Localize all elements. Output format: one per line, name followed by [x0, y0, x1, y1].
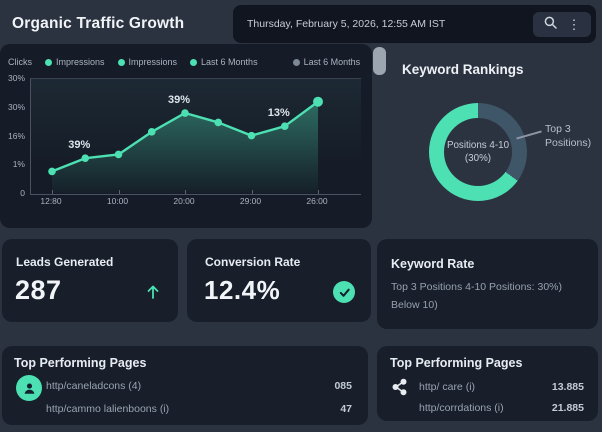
check-icon — [333, 281, 355, 303]
y-axis-tick: 16% — [7, 130, 25, 141]
x-axis-tick: 29:00 — [239, 196, 262, 206]
leads-label: Leads Generated — [16, 255, 114, 269]
legend-dot-icon — [117, 58, 125, 66]
x-axis-tick: 12:80 — [40, 196, 62, 206]
traffic-chart-card: Clicks Impressions Impressions Last 6 Month… — [0, 44, 372, 228]
legend-label: Impressions — [56, 57, 105, 67]
x-axis-tickmark — [251, 190, 253, 194]
kebab-menu-icon[interactable]: ⋮ — [567, 17, 581, 32]
data-point — [247, 131, 256, 140]
data-point — [181, 109, 189, 117]
keyword-rate-line1: Top 3 Positions 4-10 Positions: 30%) — [391, 281, 563, 293]
page-title: Organic Traffic Growth — [12, 15, 185, 32]
trend-up-icon — [145, 283, 161, 305]
line-chart-plot: 39% 39% 13% — [30, 78, 361, 195]
legend-dot-icon — [190, 58, 198, 66]
header-actions: ⋮ — [533, 12, 591, 37]
cluster-icon — [390, 377, 409, 402]
y-axis-tick: 1% — [12, 159, 25, 170]
top-pages-right-title: Top Performing Pages — [390, 356, 523, 370]
page-metric: 47 — [340, 403, 352, 415]
donut-center-label: Positions 4-10 (30%) — [446, 140, 510, 164]
legend-dot-icon — [45, 58, 52, 66]
keyword-rankings-donut-chart — [429, 103, 527, 201]
conversion-value: 12.4% — [204, 275, 281, 305]
x-axis-tickmark — [185, 190, 186, 194]
conversion-label: Conversion Rate — [205, 255, 301, 269]
scrollbar-thumb[interactable] — [373, 47, 386, 75]
page-metric: 21.885 — [551, 402, 584, 414]
keyword-rate-line2: Below 10) — [391, 299, 438, 311]
legend-label: Last 6 Months — [303, 57, 361, 67]
data-point — [214, 118, 223, 127]
data-label: 39% — [68, 139, 90, 151]
data-point — [147, 128, 156, 136]
header-bar: Thursday, February 5, 2026, 12:55 AM IST… — [233, 5, 596, 43]
data-point — [280, 122, 289, 130]
legend-label: Last 6 Months — [201, 57, 258, 67]
y-axis-tick: 30% — [7, 73, 25, 83]
conversion-rate-card: Conversion Rate 12.4% — [187, 239, 371, 322]
top-pages-card-left: Top Performing Pages http/caneladcons (4… — [2, 346, 368, 425]
page-link[interactable]: http/cammo lalienboons (i) — [46, 403, 170, 415]
leads-value: 287 — [15, 275, 62, 305]
page-metric: 085 — [334, 380, 352, 392]
x-axis-tick: 20:00 — [173, 196, 195, 206]
x-axis: 12:80 10:00 20:00 29:00 26:00 — [30, 196, 360, 210]
data-point — [114, 150, 123, 159]
keyword-rate-title: Keyword Rate — [391, 257, 475, 271]
keyword-rankings-title: Keyword Rankings — [402, 62, 524, 77]
top-pages-card-right: Top Performing Pages http/ care (i) 13.8… — [377, 346, 598, 421]
x-axis-tick: 10:00 — [106, 196, 129, 206]
x-axis-tickmark — [52, 190, 53, 194]
search-icon[interactable] — [544, 16, 557, 34]
user-avatar-icon — [16, 375, 42, 401]
page-link[interactable]: http/ care (i) — [419, 381, 476, 393]
data-label: 39% — [168, 94, 190, 106]
traffic-line-chart: 39% 39% 13% — [48, 94, 323, 193]
legend-label: Clicks — [8, 57, 32, 67]
data-point — [48, 167, 56, 176]
chart-legend: Clicks Impressions Impressions Last 6 Month… — [8, 57, 360, 67]
page-link[interactable]: http/caneladcons (4) — [46, 380, 142, 392]
donut-callout-label: Top 3 Positions) — [545, 123, 592, 149]
y-axis: 30% 30% 16% 1% 0 — [2, 73, 27, 198]
keyword-rate-card: Keyword Rate Top 3 Positions 4-10 Positi… — [377, 239, 598, 329]
legend-item[interactable]: Last 6 Months — [292, 57, 361, 67]
leads-generated-card: Leads Generated 287 — [2, 239, 178, 322]
legend-dot-icon — [292, 58, 300, 66]
y-axis-tick: 0 — [20, 188, 25, 198]
page-metric: 13.885 — [551, 381, 584, 393]
data-point — [81, 154, 90, 163]
x-axis-tickmark — [318, 190, 319, 194]
data-point — [313, 96, 323, 107]
legend-item[interactable]: Impressions — [45, 57, 105, 67]
data-label: 13% — [268, 107, 290, 119]
legend-item[interactable]: Impressions — [117, 57, 178, 67]
legend-item[interactable]: Last 6 Months — [190, 57, 258, 67]
x-axis-tick: 26:00 — [306, 196, 328, 206]
legend-label: Impressions — [128, 57, 178, 67]
page-link[interactable]: http/corrdations (i) — [419, 402, 504, 414]
y-axis-tick: 30% — [7, 101, 25, 112]
x-axis-tickmark — [118, 190, 120, 194]
header-datetime: Thursday, February 5, 2026, 12:55 AM IST — [247, 18, 446, 30]
top-pages-left-title: Top Performing Pages — [14, 356, 147, 370]
legend-item[interactable]: Clicks — [8, 57, 32, 67]
